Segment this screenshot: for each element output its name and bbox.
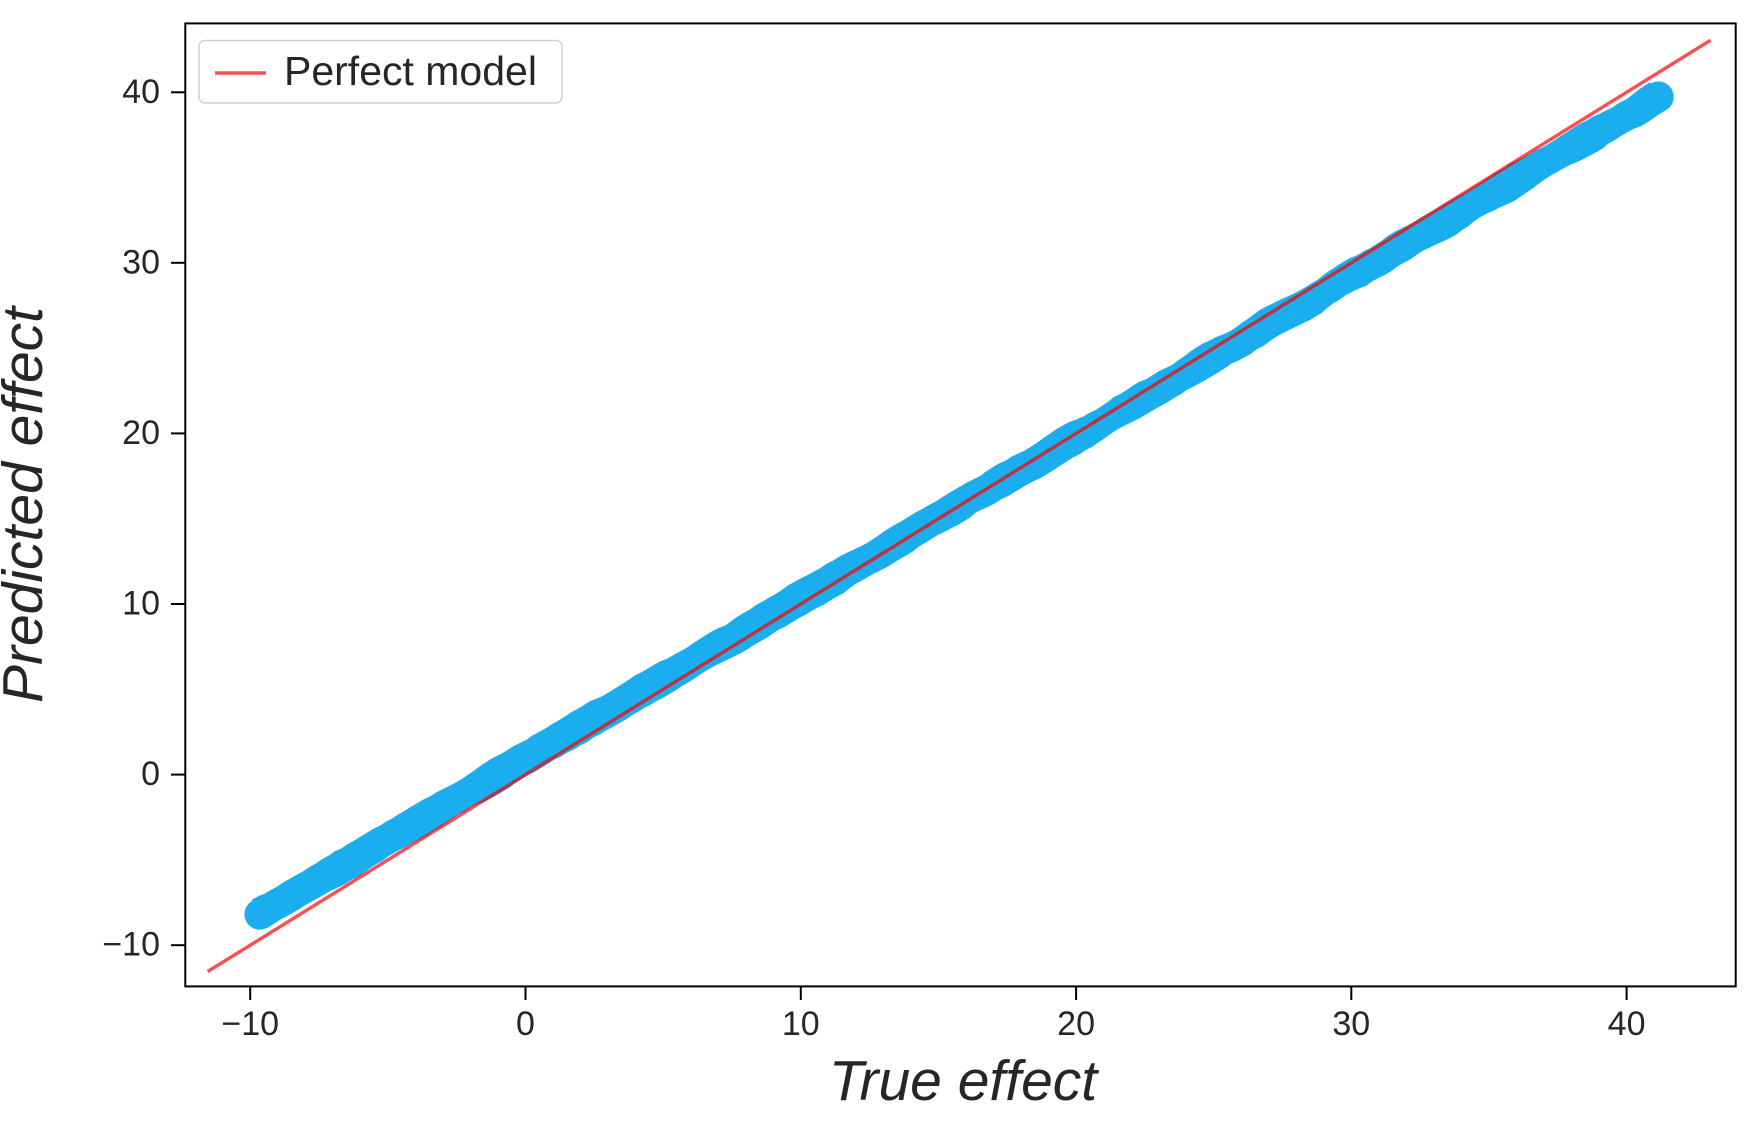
svg-text:30: 30 bbox=[1332, 1005, 1370, 1043]
svg-text:0: 0 bbox=[516, 1005, 535, 1043]
svg-text:10: 10 bbox=[782, 1005, 820, 1043]
svg-text:Predicted effect: Predicted effect bbox=[0, 305, 55, 703]
svg-text:10: 10 bbox=[122, 585, 160, 623]
svg-text:40: 40 bbox=[1608, 1005, 1646, 1043]
svg-text:20: 20 bbox=[1057, 1005, 1095, 1043]
svg-text:−10: −10 bbox=[221, 1005, 279, 1043]
svg-text:40: 40 bbox=[122, 73, 160, 111]
svg-text:30: 30 bbox=[122, 244, 160, 282]
svg-text:Perfect model: Perfect model bbox=[284, 48, 537, 94]
svg-text:0: 0 bbox=[141, 755, 160, 793]
svg-text:20: 20 bbox=[122, 414, 160, 452]
svg-text:True effect: True effect bbox=[829, 1049, 1099, 1113]
svg-text:−10: −10 bbox=[102, 926, 160, 964]
